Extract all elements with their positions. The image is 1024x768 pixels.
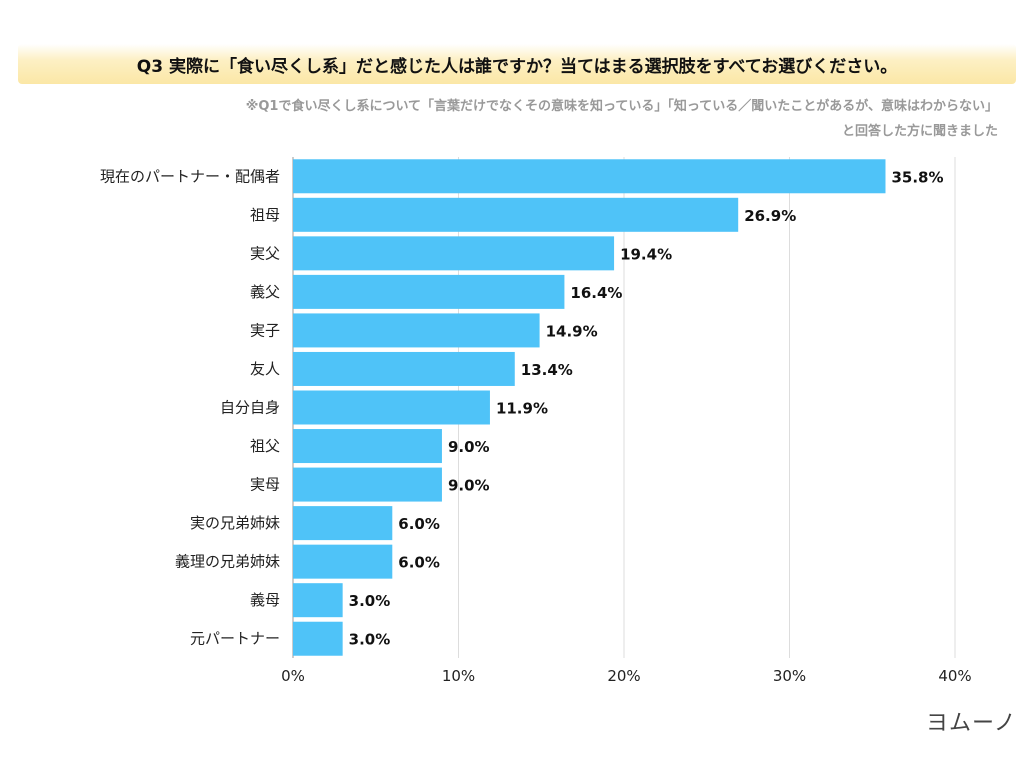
data-label: 6.0% — [398, 554, 440, 572]
bar — [293, 274, 565, 309]
bar — [293, 236, 615, 271]
data-label: 35.8% — [891, 168, 943, 186]
yomuno-logo: ヨムーノ — [926, 711, 1017, 736]
category-label: 義理の兄弟姉妹 — [175, 553, 280, 571]
category-label: 自分自身 — [220, 399, 280, 417]
data-label: 26.9% — [744, 207, 796, 225]
bar — [293, 429, 442, 464]
x-tick-label: 40% — [938, 667, 971, 685]
bar — [293, 544, 393, 579]
subtitle-line2: と回答した方に聞きました — [841, 124, 998, 139]
category-label: 祖母 — [250, 206, 280, 224]
category-label: 現在のパートナー・配偶者 — [100, 167, 280, 185]
data-label: 11.9% — [496, 400, 548, 418]
bar — [293, 197, 739, 232]
x-tick-label: 30% — [773, 667, 806, 685]
bar — [293, 390, 490, 425]
bar — [293, 313, 540, 348]
title-banner: Q3 実際に「食い尽くし系」だと感じた人は誰ですか？当てはまる選択肢をすべてお選… — [18, 44, 1016, 84]
data-label: 9.0% — [448, 477, 490, 495]
data-label: 14.9% — [546, 322, 598, 340]
data-label: 3.0% — [349, 592, 391, 610]
bar — [293, 583, 343, 618]
chart-title: Q3 実際に「食い尽くし系」だと感じた人は誰ですか？当てはまる選択肢をすべてお選… — [136, 57, 898, 77]
data-label: 9.0% — [448, 438, 490, 456]
bar — [293, 506, 393, 541]
bar — [293, 159, 886, 194]
x-tick-label: 20% — [607, 667, 640, 685]
category-label: 実父 — [250, 244, 280, 262]
category-label: 義父 — [250, 283, 280, 301]
x-tick-label: 0% — [281, 667, 305, 685]
bar — [293, 351, 515, 386]
data-label: 6.0% — [398, 515, 440, 533]
data-label: 19.4% — [620, 245, 672, 263]
data-label: 16.4% — [570, 284, 622, 302]
subtitle-line1: ※Q1で食い尽くし系について「言葉だけでなくその意味を知っている」「知っている／… — [245, 99, 998, 114]
bar — [293, 467, 442, 502]
data-label: 13.4% — [521, 361, 573, 379]
category-label: 実子 — [250, 321, 280, 339]
category-label: 元パートナー — [190, 630, 280, 648]
category-label: 祖父 — [250, 437, 280, 455]
x-tick-label: 10% — [442, 667, 475, 685]
category-label: 友人 — [250, 360, 280, 378]
category-label: 実母 — [250, 476, 280, 494]
category-label: 実の兄弟姉妹 — [190, 514, 280, 532]
bar — [293, 621, 343, 656]
data-label: 3.0% — [349, 631, 391, 649]
category-label: 義母 — [250, 591, 280, 609]
